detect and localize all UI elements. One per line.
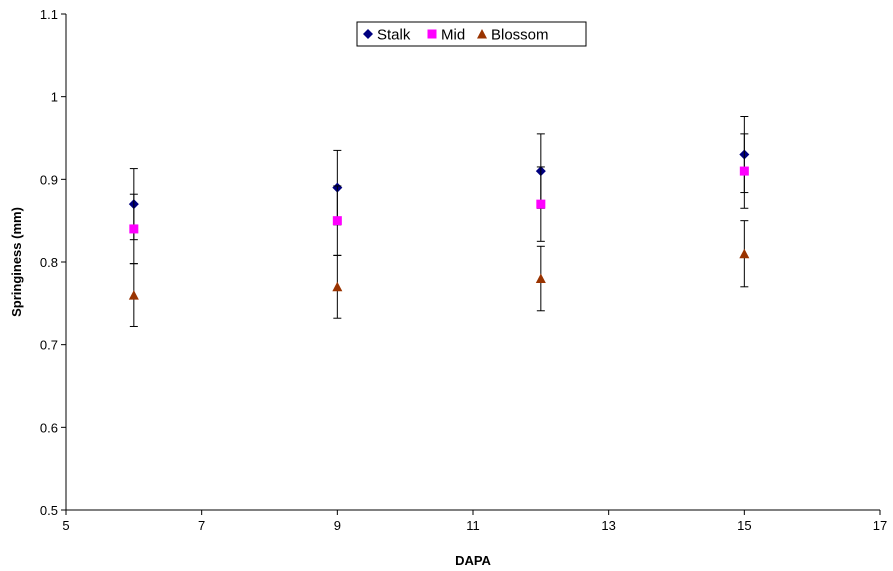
legend: Stalk Mid Blossom (356, 21, 587, 47)
x-tick-label: 7 (198, 518, 205, 533)
axes (65, 14, 880, 511)
legend-box (356, 21, 587, 47)
data-point-mid (129, 224, 139, 234)
data-point-mid (536, 199, 546, 209)
legend-label-stalk: Stalk (377, 27, 411, 44)
x-tick-label: 9 (334, 518, 341, 533)
y-tick-label: 0.5 (40, 503, 58, 518)
y-tick-label: 0.6 (40, 420, 58, 435)
x-tick-label: 13 (601, 518, 615, 533)
series-stalk (128, 116, 750, 241)
legend-items: Stalk Mid Blossom (363, 27, 549, 44)
y-ticks: 0.5 0.6 0.7 0.8 0.9 1 1.1 (40, 7, 66, 518)
data-point-blossom (535, 273, 546, 284)
x-tick-label: 11 (466, 518, 480, 533)
x-tick-label: 5 (62, 518, 69, 533)
y-tick-label: 0.8 (40, 255, 58, 270)
y-axis-title: Springiness (mm) (9, 207, 24, 317)
legend-marker-blossom (477, 29, 487, 39)
data-point-blossom (739, 248, 750, 259)
x-ticks: 5 7 9 11 13 15 17 (62, 510, 887, 533)
x-tick-label: 15 (737, 518, 751, 533)
x-axis-title: DAPA (455, 553, 491, 568)
legend-label-blossom: Blossom (491, 27, 549, 44)
y-tick-label: 1.1 (40, 7, 58, 22)
data-point-blossom (332, 281, 343, 292)
legend-label-mid: Mid (441, 27, 465, 44)
y-tick-label: 0.7 (40, 338, 58, 353)
series-mid (129, 133, 749, 265)
series-blossom (128, 220, 750, 327)
y-tick-label: 1 (51, 90, 58, 105)
data-point-mid (332, 216, 342, 226)
data-point-mid (739, 166, 749, 176)
legend-marker-mid (427, 29, 437, 39)
data-point-blossom (128, 290, 139, 300)
series-layer (128, 116, 750, 327)
x-tick-label: 17 (873, 518, 887, 533)
legend-marker-stalk (363, 29, 373, 39)
y-tick-label: 0.9 (40, 172, 58, 187)
